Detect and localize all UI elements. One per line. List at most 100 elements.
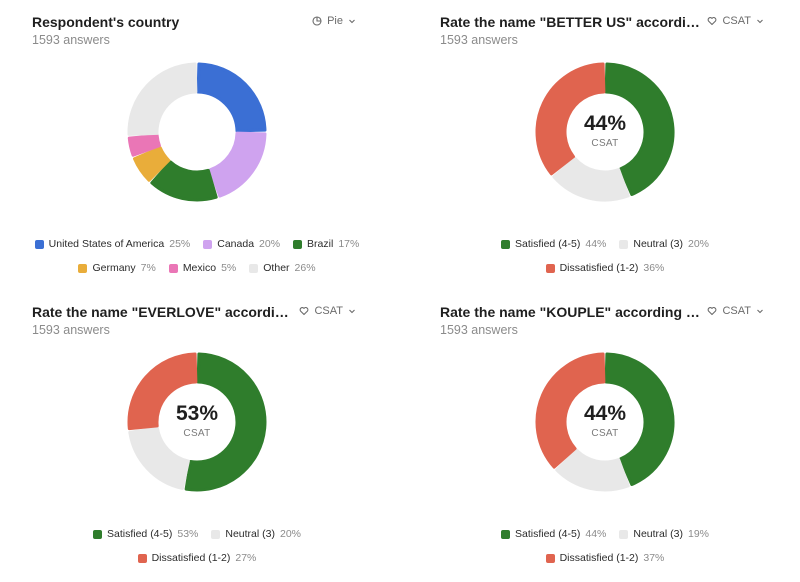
legend-label: Other — [263, 262, 290, 274]
legend-swatch — [211, 529, 221, 539]
legend-item[interactable]: Canada 20% — [203, 238, 280, 250]
legend-item[interactable]: Germany 7% — [78, 262, 156, 274]
chart-card-everlove: Rate the name "EVERLOVE" according to ho… — [32, 302, 392, 582]
legend-swatch — [93, 529, 102, 539]
donut-slice-dissatisfied-1-2[interactable] — [535, 352, 606, 469]
legend-label: Mexico — [182, 262, 217, 274]
legend-label: Satisfied (4-5) — [107, 528, 173, 540]
legend-percent: 7% — [140, 262, 156, 274]
answer-count: 1593 answers — [440, 33, 518, 47]
chart-type-dropdown[interactable]: CSAT — [707, 15, 764, 27]
pie-chart-icon — [312, 16, 322, 26]
donut-slice-dissatisfied-1-2[interactable] — [127, 352, 198, 431]
legend-percent: 37% — [643, 552, 665, 564]
legend-item[interactable]: Brazil 17% — [293, 238, 359, 250]
legend-swatch — [501, 239, 510, 249]
legend-label: Neutral (3) — [225, 528, 275, 540]
chart-type-dropdown[interactable]: Pie — [312, 15, 356, 27]
center-value: 44% — [583, 402, 627, 425]
legend-item[interactable]: Satisfied (4-5) 44% — [501, 528, 606, 540]
heart-icon — [707, 16, 717, 26]
legend-item[interactable]: Neutral (3) 20% — [211, 528, 301, 540]
legend-swatch — [34, 239, 44, 249]
chart-card-better-us: Rate the name "BETTER US" according to h… — [440, 12, 800, 292]
legend-label: Germany — [92, 262, 136, 274]
chart-type-label: CSAT — [722, 305, 751, 317]
chevron-down-icon — [756, 307, 764, 315]
legend-item[interactable]: Other 26% — [249, 262, 316, 274]
chart-card-kouple: Rate the name "KOUPLE" according to how … — [440, 302, 800, 582]
legend-item[interactable]: Neutral (3) 19% — [619, 528, 709, 540]
donut-slice-germany[interactable] — [133, 146, 171, 182]
heart-icon — [707, 306, 717, 316]
legend-label: Dissatisfied (1-2) — [151, 552, 231, 564]
donut-slice-neutral-3[interactable] — [128, 426, 190, 490]
legend-swatch — [137, 553, 147, 563]
answer-count: 1593 answers — [32, 33, 110, 47]
chart-card-country: Respondent's country 1593 answers Pie Un… — [32, 12, 392, 292]
chart-legend: Satisfied (4-5) 44% Neutral (3) 19% Dissatis… — [440, 522, 770, 570]
legend-percent: 5% — [221, 262, 237, 274]
legend-label: Satisfied (4-5) — [515, 528, 581, 540]
legend-percent: 44% — [585, 238, 607, 250]
chart-type-label: CSAT — [314, 305, 343, 317]
legend-percent: 53% — [177, 528, 199, 540]
legend-label: Satisfied (4-5) — [515, 238, 581, 250]
legend-label: Dissatisfied (1-2) — [559, 552, 639, 564]
legend-percent: 19% — [687, 528, 709, 540]
legend-row: Dissatisfied (1-2) 36% — [440, 256, 770, 280]
donut-chart — [127, 352, 267, 492]
legend-percent: 36% — [643, 262, 665, 274]
legend-item[interactable]: Dissatisfied (1-2) 37% — [545, 552, 665, 564]
legend-swatch — [78, 263, 88, 273]
chart-legend: Satisfied (4-5) 53% Neutral (3) 20% Dissatis… — [32, 522, 362, 570]
legend-row: Satisfied (4-5) 53% Neutral (3) 20% — [32, 522, 362, 546]
chart-title: Rate the name "BETTER US" according to h… — [440, 14, 702, 30]
legend-item[interactable]: Satisfied (4-5) 44% — [501, 238, 606, 250]
chart-type-dropdown[interactable]: CSAT — [299, 305, 356, 317]
chevron-down-icon — [756, 17, 764, 25]
chart-type-label: CSAT — [722, 15, 751, 27]
legend-label: Canada — [217, 238, 255, 250]
legend-label: Dissatisfied (1-2) — [559, 262, 639, 274]
legend-percent: 20% — [279, 528, 301, 540]
legend-label: Neutral (3) — [633, 238, 683, 250]
legend-label: Neutral (3) — [633, 528, 683, 540]
center-value: 53% — [175, 402, 219, 425]
legend-item[interactable]: Dissatisfied (1-2) 27% — [137, 552, 256, 564]
legend-label: Brazil — [307, 238, 334, 250]
legend-percent: 20% — [259, 238, 281, 250]
donut-slice-neutral-3[interactable] — [552, 156, 630, 202]
donut-chart — [535, 62, 675, 202]
donut-slice-canada[interactable] — [208, 131, 267, 198]
legend-swatch — [249, 263, 259, 273]
donut-slice-other[interactable] — [127, 62, 198, 136]
donut-slice-brazil[interactable] — [150, 160, 218, 202]
legend-item[interactable]: Dissatisfied (1-2) 36% — [545, 262, 665, 274]
chart-type-dropdown[interactable]: CSAT — [707, 305, 764, 317]
legend-swatch — [293, 239, 303, 249]
chart-legend: United States of America 25% Canada 20% Braz… — [32, 232, 362, 280]
chevron-down-icon — [348, 17, 356, 25]
legend-row: Dissatisfied (1-2) 37% — [440, 546, 770, 570]
donut-slice-united-states-of-america[interactable] — [196, 62, 267, 133]
legend-row: Dissatisfied (1-2) 27% — [32, 546, 362, 570]
legend-item[interactable]: Mexico 5% — [168, 262, 237, 274]
legend-label: United States of America — [48, 238, 165, 250]
donut-slice-dissatisfied-1-2[interactable] — [535, 62, 606, 176]
donut-slice-neutral-3[interactable] — [555, 448, 630, 492]
donut-slice-satisfied-4-5[interactable] — [184, 352, 267, 492]
donut-slice-mexico[interactable] — [127, 134, 161, 157]
donut-slice-satisfied-4-5[interactable] — [604, 352, 675, 486]
legend-swatch — [619, 529, 629, 539]
legend-item[interactable]: Neutral (3) 20% — [619, 238, 709, 250]
legend-percent: 26% — [294, 262, 316, 274]
legend-swatch — [545, 553, 555, 563]
legend-item[interactable]: Satisfied (4-5) 53% — [93, 528, 198, 540]
legend-row: Satisfied (4-5) 44% Neutral (3) 19% — [440, 522, 770, 546]
donut-slice-satisfied-4-5[interactable] — [604, 62, 675, 196]
legend-item[interactable]: United States of America 25% — [34, 238, 190, 250]
donut-chart — [127, 62, 267, 202]
answer-count: 1593 answers — [440, 323, 518, 337]
